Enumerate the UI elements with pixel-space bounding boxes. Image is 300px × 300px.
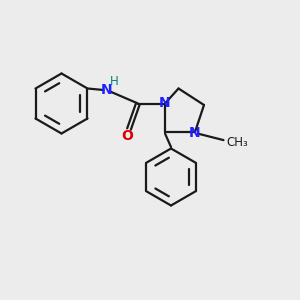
Text: N: N — [189, 126, 201, 140]
Text: H: H — [110, 75, 118, 88]
Text: N: N — [101, 83, 112, 97]
Text: CH₃: CH₃ — [226, 136, 248, 149]
Text: N: N — [159, 96, 171, 110]
Text: O: O — [122, 129, 134, 142]
